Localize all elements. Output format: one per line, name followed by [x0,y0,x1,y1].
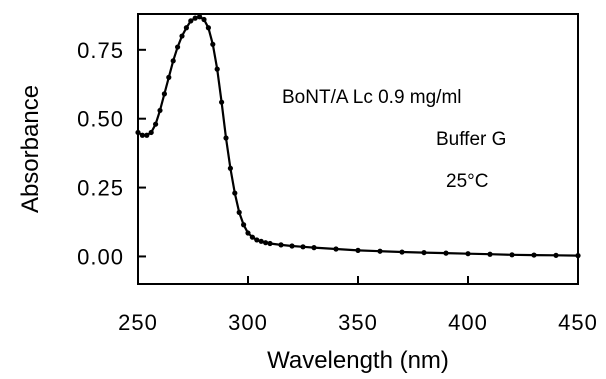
x-tick-label: 300 [228,310,268,335]
plot-frame [137,13,579,285]
data-point [175,44,181,50]
data-point [144,132,150,138]
data-point [487,251,493,257]
data-point [135,129,141,136]
data-point [205,25,211,31]
data-point [258,238,264,244]
data-point [210,41,216,47]
x-tick-label: 350 [338,310,378,335]
x-axis-ticks: 250 300 350 400 450 [118,276,598,335]
x-tick-label: 250 [118,310,158,335]
annotation-temperature: 25°C [446,171,488,192]
data-point [553,252,559,258]
x-tick-label: 450 [558,310,598,335]
data-point [575,253,581,259]
data-point [166,74,172,80]
y-axis-title: Absorbance [17,85,44,213]
annotation-buffer: Buffer G [436,129,506,150]
data-point [183,25,189,31]
data-point [188,18,194,24]
data-point [399,249,405,255]
data-point [139,132,145,138]
data-point [254,237,260,243]
data-point [300,244,306,250]
data-point [227,165,233,171]
data-point [153,121,159,127]
y-tick-label: 0.25 [77,176,124,201]
data-point [311,245,317,251]
x-tick-label: 400 [448,310,488,335]
data-point [443,250,449,256]
data-point [219,99,225,105]
data-point [377,248,383,254]
data-point [192,15,198,21]
data-point [179,33,185,39]
data-point [509,252,515,258]
data-point [232,190,238,196]
y-tick-label: 0.75 [77,38,124,63]
data-point [531,252,537,258]
data-point [421,249,427,256]
data-point [201,16,207,23]
data-point [223,135,229,141]
data-point [333,246,339,252]
x-axis-title: Wavelength (nm) [267,347,449,374]
data-point [197,14,203,20]
data-point [465,251,471,257]
data-point [245,230,251,236]
y-tick-label: 0.50 [77,107,124,132]
data-point [263,240,269,246]
data-point [157,107,163,114]
data-point [355,247,361,253]
data-point [214,66,220,72]
data-point [249,234,255,240]
data-point [161,91,167,97]
data-point [170,58,176,64]
data-point [267,240,273,247]
y-axis-ticks: 0.00 0.25 0.50 0.75 [77,38,146,269]
y-tick-label: 0.00 [77,244,124,269]
data-point [236,209,242,215]
annotation-sample: BoNT/A Lc 0.9 mg/ml [282,87,462,108]
data-point [241,222,247,228]
series-line [137,15,579,257]
data-point [278,242,284,248]
data-point [289,243,295,249]
data-point [148,129,154,136]
series-layer [135,14,581,259]
